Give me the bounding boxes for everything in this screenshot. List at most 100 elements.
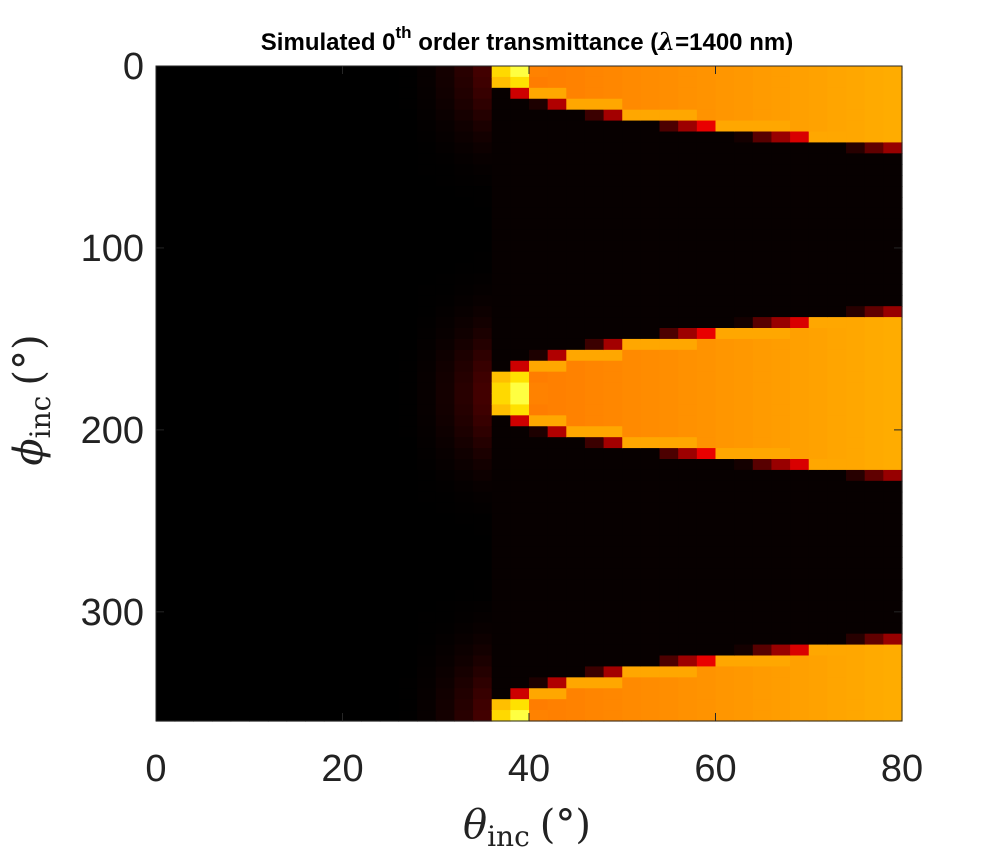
heatmap-cell — [659, 480, 679, 493]
heatmap-cell — [454, 66, 474, 78]
heatmap-cell — [454, 251, 474, 264]
heatmap-cell — [342, 371, 362, 384]
heatmap-cell — [305, 284, 325, 296]
heatmap-cell — [305, 666, 325, 678]
heatmap-cell — [435, 306, 455, 318]
heatmap-cell — [659, 600, 679, 613]
heatmap-cell — [249, 502, 269, 515]
heatmap-cell — [323, 666, 344, 678]
heatmap-cell — [211, 677, 232, 689]
heatmap-cell — [659, 317, 679, 329]
heatmap-cell — [342, 633, 362, 646]
heatmap-cell — [156, 317, 176, 329]
heatmap-cell — [174, 404, 194, 416]
heatmap-cell — [827, 480, 847, 493]
heatmap-cell — [249, 677, 269, 689]
heatmap-cell — [790, 513, 810, 526]
heatmap-cell — [808, 87, 828, 100]
heatmap-cell — [734, 535, 754, 547]
heatmap-cell — [286, 546, 306, 558]
heatmap-cell — [454, 568, 474, 580]
heatmap-cell — [473, 251, 493, 264]
heatmap-cell — [771, 710, 791, 722]
heatmap-cell — [342, 666, 362, 678]
heatmap-cell — [846, 66, 866, 78]
heatmap-cell — [864, 98, 884, 111]
heatmap-cell — [211, 491, 232, 504]
heatmap-cell — [622, 600, 642, 613]
heatmap-cell — [361, 328, 381, 340]
heatmap-cell — [156, 655, 176, 668]
heatmap-cell — [305, 328, 325, 340]
heatmap-cell — [435, 120, 455, 133]
heatmap-cell — [156, 688, 176, 700]
heatmap-cell — [640, 371, 661, 384]
heatmap-cell — [361, 611, 381, 624]
heatmap-cell — [211, 328, 232, 340]
heatmap-cell — [659, 502, 679, 515]
heatmap-cell — [864, 207, 884, 220]
heatmap-cell — [864, 229, 884, 242]
heatmap-cell — [547, 644, 567, 657]
heatmap-cell — [342, 338, 362, 351]
heatmap-cell — [156, 109, 176, 122]
heatmap-cell — [846, 699, 866, 711]
heatmap-cell — [752, 295, 773, 307]
heatmap-cell — [491, 644, 511, 657]
heatmap-cell — [249, 666, 269, 678]
heatmap-cell — [491, 109, 511, 122]
heatmap-cell — [491, 666, 511, 678]
heatmap-cell — [473, 382, 493, 395]
heatmap-cell — [566, 513, 586, 526]
heatmap-cell — [640, 590, 661, 602]
heatmap-cell — [473, 284, 493, 296]
heatmap-cell — [696, 360, 717, 373]
heatmap-cell — [790, 590, 810, 602]
heatmap-cell — [846, 229, 866, 242]
heatmap-cell — [174, 76, 194, 89]
heatmap-cell — [510, 120, 530, 133]
heatmap-cell — [379, 328, 400, 340]
heatmap-cell — [156, 415, 176, 427]
heatmap-cell — [864, 437, 884, 449]
heatmap-cell — [230, 186, 250, 198]
heatmap-cell — [193, 284, 213, 296]
heatmap-cell — [454, 502, 474, 515]
heatmap-cell — [491, 546, 511, 558]
heatmap-cell — [864, 655, 884, 668]
heatmap-cell — [734, 338, 754, 351]
heatmap-cell — [510, 197, 530, 209]
heatmap-cell — [622, 229, 642, 242]
heatmap-cell — [846, 590, 866, 602]
heatmap-cell — [846, 218, 866, 231]
heatmap-cell — [267, 197, 288, 209]
heatmap-cell — [808, 306, 828, 318]
heatmap-cell — [752, 437, 773, 449]
heatmap-cell — [771, 98, 791, 111]
heatmap-cell — [510, 131, 530, 144]
heatmap-cell — [249, 469, 269, 482]
heatmap-cell — [286, 295, 306, 307]
heatmap-cell — [379, 600, 400, 613]
heatmap-cell — [267, 611, 288, 624]
heatmap-cell — [193, 590, 213, 602]
heatmap-cell — [547, 579, 567, 591]
heatmap-cell — [808, 426, 828, 438]
heatmap-cell — [193, 98, 213, 111]
heatmap-cells — [156, 66, 903, 722]
heatmap-cell — [715, 186, 735, 198]
heatmap-cell — [156, 710, 176, 722]
heatmap-cell — [529, 328, 549, 340]
heatmap-cell — [864, 218, 884, 231]
heatmap-cell — [193, 513, 213, 526]
heatmap-cell — [435, 66, 455, 78]
heatmap-cell — [566, 677, 586, 689]
heatmap-cell — [547, 240, 567, 253]
heatmap-cell — [230, 502, 250, 515]
heatmap-cell — [454, 415, 474, 427]
heatmap-cell — [473, 546, 493, 558]
heatmap-cell — [864, 557, 884, 569]
heatmap-cell — [603, 699, 623, 711]
heatmap-cell — [398, 218, 418, 231]
heatmap-cell — [379, 371, 400, 384]
